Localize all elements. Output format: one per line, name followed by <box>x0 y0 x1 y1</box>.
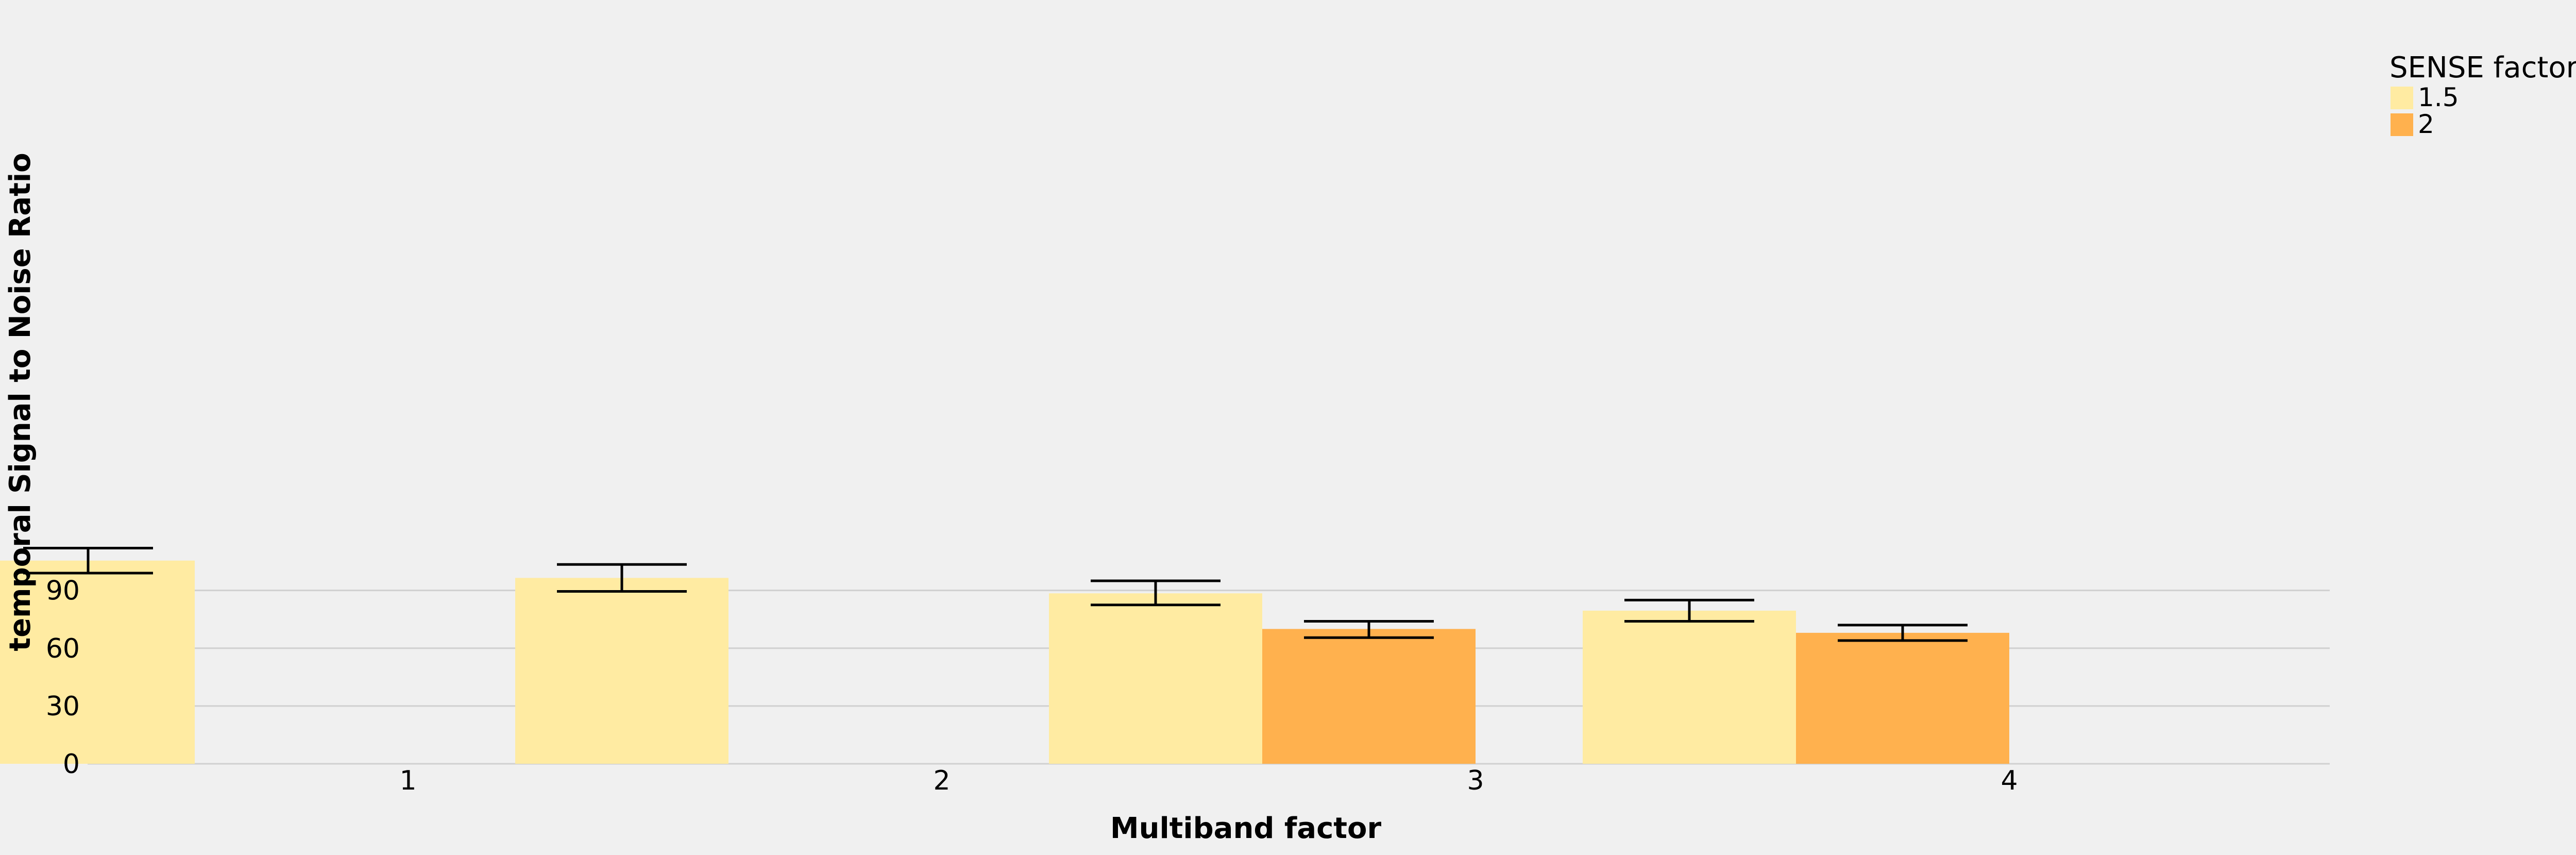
error-bar-1.5-1 <box>23 546 153 575</box>
y-tick-label-3: 90 <box>46 576 80 607</box>
bar-2-4 <box>1796 632 2009 764</box>
x-tick-label-1: 1 <box>399 765 416 796</box>
legend: SENSE factor 1.52 <box>2389 51 2576 139</box>
bars <box>0 560 2009 764</box>
x-tick-label-4: 4 <box>2001 765 2018 796</box>
x-tick-label-3: 3 <box>1467 765 1484 796</box>
y-tick-label-0: 0 <box>63 749 80 780</box>
bar-1.5-3 <box>1049 593 1262 764</box>
y-axis-ticks: 0 30 60 90 <box>46 576 80 780</box>
x-tick-label-2: 2 <box>933 765 950 796</box>
error-bar-1.5-4 <box>1624 598 1754 623</box>
bar-1.5-4 <box>1583 610 1796 764</box>
x-axis-title: Multiband factor <box>1110 812 1382 845</box>
legend-title: SENSE factor <box>2389 51 2576 85</box>
bar-1.5-2 <box>515 578 728 764</box>
legend-label-2: 2 <box>2418 109 2434 139</box>
error-bar-2-3 <box>1304 619 1434 639</box>
error-bar-1.5-2 <box>557 563 687 593</box>
error-bars <box>23 546 1968 642</box>
legend-swatch-2 <box>2391 113 2413 136</box>
y-axis-title: temporal Signal to Noise Ratio <box>4 153 37 651</box>
y-tick-label-2: 60 <box>46 633 80 664</box>
bar-2-3 <box>1262 629 1476 764</box>
legend-swatch-1.5 <box>2391 87 2413 109</box>
error-bar-1.5-3 <box>1091 579 1221 607</box>
x-axis-ticks: 1 2 3 4 <box>399 765 2018 796</box>
legend-label-1.5: 1.5 <box>2418 82 2459 112</box>
bar-1.5-1 <box>0 560 195 764</box>
error-bar-2-4 <box>1838 624 1968 642</box>
y-tick-label-1: 30 <box>46 691 80 722</box>
